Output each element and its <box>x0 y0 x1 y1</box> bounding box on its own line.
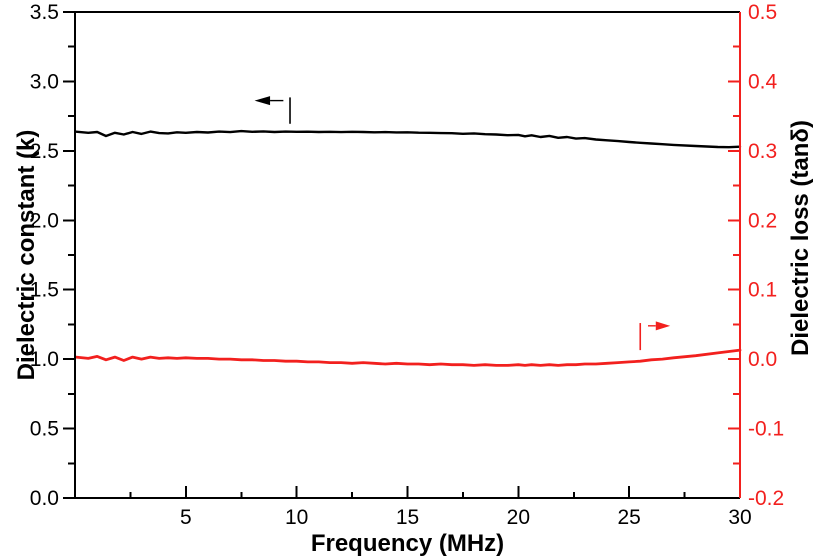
y-right-tick-label: 0.1 <box>748 279 777 302</box>
x-tick-label: 10 <box>285 506 308 529</box>
y-left-tick-label: 2.5 <box>30 140 59 163</box>
y-right-tick-label: 0.0 <box>748 348 777 371</box>
y-right-tick-label: 0.5 <box>748 1 777 24</box>
left-y-axis-title: Dielectric constant (k) <box>13 129 40 381</box>
series-dielectric-constant <box>74 129 742 149</box>
right-axis-pointer-arrow-icon <box>655 321 671 331</box>
y-left-tick-label: 2.0 <box>30 209 59 232</box>
y-right-tick-label: -0.2 <box>748 487 784 510</box>
x-tick-label: 5 <box>180 506 192 529</box>
x-tick-label: 25 <box>617 506 640 529</box>
series-dielectric-loss <box>74 348 742 367</box>
y-left-tick-label: 1.5 <box>30 279 59 302</box>
y-left-tick-label: 1.0 <box>30 348 59 371</box>
y-right-tick-label: -0.1 <box>748 418 784 441</box>
right-y-axis-title: Dielectric loss (tanδ) <box>787 120 814 356</box>
left-axis-pointer-arrow-icon <box>254 96 271 106</box>
y-left-tick-label: 0.0 <box>30 487 59 510</box>
y-right-tick-label: 0.3 <box>748 140 777 163</box>
y-right-tick-label: 0.2 <box>748 209 777 232</box>
y-left-tick-label: 0.5 <box>30 418 59 441</box>
x-axis-title: Frequency (MHz) <box>310 530 505 557</box>
x-tick-label: 15 <box>396 506 419 529</box>
x-tick-label: 30 <box>728 506 751 529</box>
y-right-tick-label: 0.4 <box>748 70 778 93</box>
y-left-tick-label: 3.5 <box>30 1 59 24</box>
y-left-tick-label: 3.0 <box>30 70 59 93</box>
x-tick-label: 20 <box>507 506 530 529</box>
